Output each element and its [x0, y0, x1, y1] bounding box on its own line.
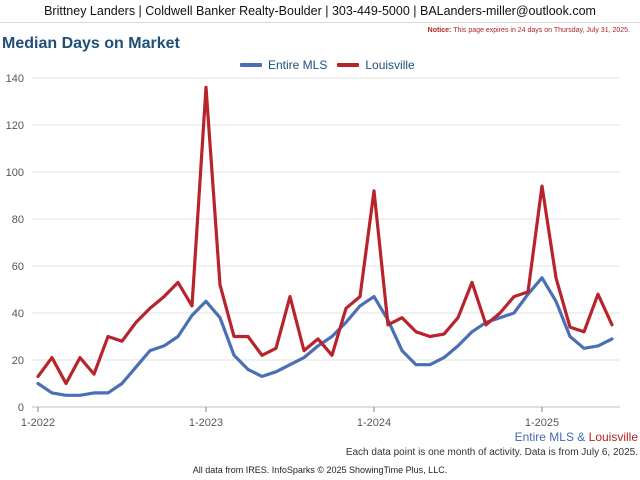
legend-item-entire-mls[interactable]: Entire MLS: [240, 58, 327, 72]
agent-contact-text: Brittney Landers | Coldwell Banker Realt…: [44, 4, 596, 18]
notice-text: This page expires in 24 days on Thursday…: [453, 27, 630, 34]
y-tick-label: 0: [18, 402, 24, 414]
notice-label: Notice:: [427, 27, 452, 34]
x-tick-label: 1-2025: [525, 417, 559, 429]
legend-swatch-louisville: [337, 63, 360, 67]
y-tick-label: 120: [6, 120, 24, 132]
agent-contact-bar: Brittney Landers | Coldwell Banker Realt…: [0, 0, 640, 23]
series-caption-amp: &: [573, 430, 589, 444]
series-line-entire-mls: [36, 276, 614, 397]
y-tick-label: 20: [12, 355, 24, 367]
y-tick-label: 140: [6, 73, 24, 85]
legend-item-louisville[interactable]: Louisville: [337, 58, 415, 72]
y-tick-label: 80: [12, 214, 24, 226]
legend-label-louisville: Louisville: [365, 58, 415, 72]
x-tick-label: 1-2023: [189, 417, 223, 429]
legend-swatch-entire-mls: [240, 63, 262, 67]
series-line-louisville: [36, 85, 614, 386]
data-footnote: Each data point is one month of activity…: [345, 447, 638, 458]
series-caption-b: Louisville: [588, 430, 638, 444]
y-tick-label: 100: [6, 167, 24, 179]
y-tick-label: 60: [12, 261, 24, 273]
series-caption-a: Entire MLS: [514, 430, 574, 444]
x-tick-label: 1-2024: [357, 417, 391, 429]
copyright-text: All data from IRES. InfoSparks © 2025 Sh…: [192, 465, 448, 475]
x-tick-label: 1-2022: [21, 417, 55, 429]
legend-label-entire-mls: Entire MLS: [268, 58, 328, 72]
chart-title: Median Days on Market: [2, 35, 180, 52]
expiration-notice: Notice: This page expires in 24 days on …: [428, 27, 630, 34]
chart-legend: Entire MLS Louisville: [240, 58, 415, 72]
y-tick-label: 40: [12, 308, 24, 320]
series-caption: Entire MLS & Louisville: [515, 430, 638, 444]
